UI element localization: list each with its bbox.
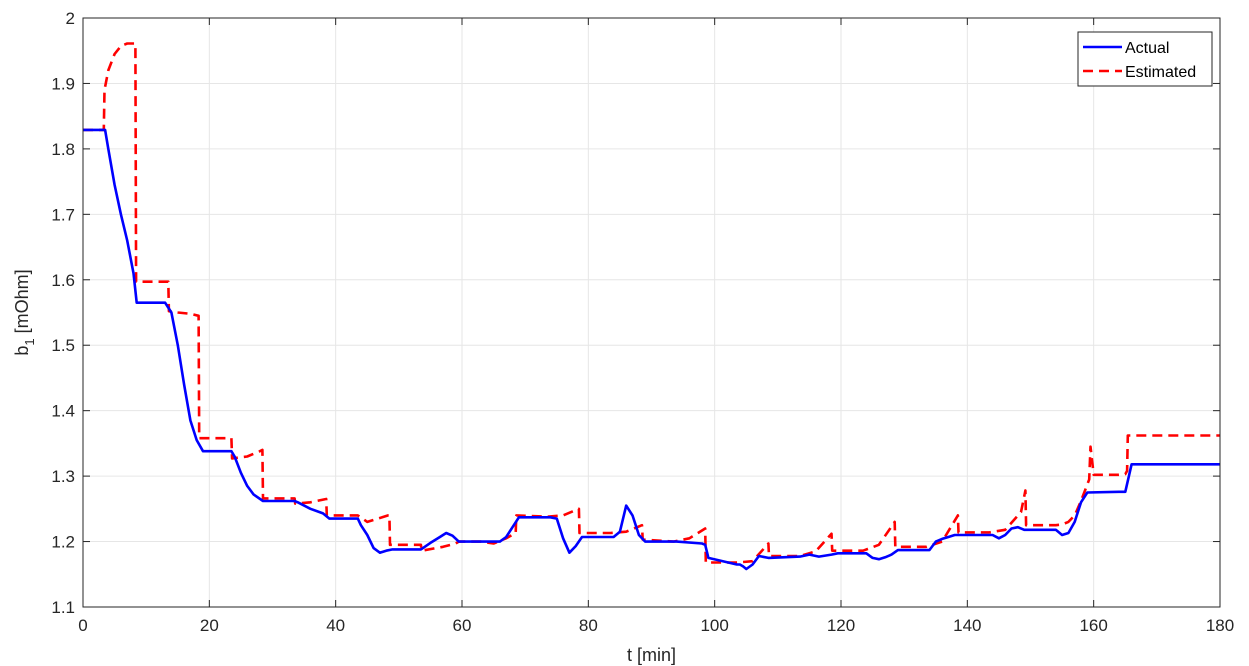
series-line-estimated [83,42,1220,564]
y-tick-label: 1.5 [51,336,75,355]
y-tick-label: 1.3 [51,467,75,486]
y-tick-label: 1.2 [51,533,75,552]
x-tick-label: 20 [200,616,219,635]
y-axis-label-unit: [mOhm] [12,269,32,338]
x-tick-label: 80 [579,616,598,635]
y-tick-label: 1.6 [51,271,75,290]
axis-ticks: 0 20 40 60 80 100 120 140 160 180 1.1 1.2 1.3 1.4 1.5 1… [51,9,1234,635]
x-tick-label: 60 [453,616,472,635]
y-tick-label: 1.7 [51,205,75,224]
x-tick-label: 40 [326,616,345,635]
x-tick-label: 120 [827,616,855,635]
plot-frame [82,17,1221,608]
y-axis-label-subscript: 1 [22,338,37,345]
y-axis-label: b1 [mOhm] [12,269,37,355]
y-tick-label: 1.4 [51,402,75,421]
legend: Actual Estimated [1077,31,1213,87]
y-tick-label: 1.8 [51,140,75,159]
series-layer [83,42,1220,571]
series-line-actual [83,128,1220,571]
x-tick-label: 100 [700,616,728,635]
legend-box [1077,31,1213,87]
grid [83,18,1220,607]
y-tick-label: 1.9 [51,74,75,93]
y-axis-label-main: b [12,346,32,356]
legend-label-estimated: Estimated [1125,64,1196,81]
x-tick-label: 160 [1079,616,1107,635]
x-tick-label: 140 [953,616,981,635]
x-tick-label: 180 [1206,616,1234,635]
x-axis-label: t [min] [627,645,676,665]
x-tick-label: 0 [78,616,87,635]
y-tick-label: 2 [66,9,75,28]
y-tick-label: 1.1 [51,598,75,617]
legend-label-actual: Actual [1125,40,1169,57]
